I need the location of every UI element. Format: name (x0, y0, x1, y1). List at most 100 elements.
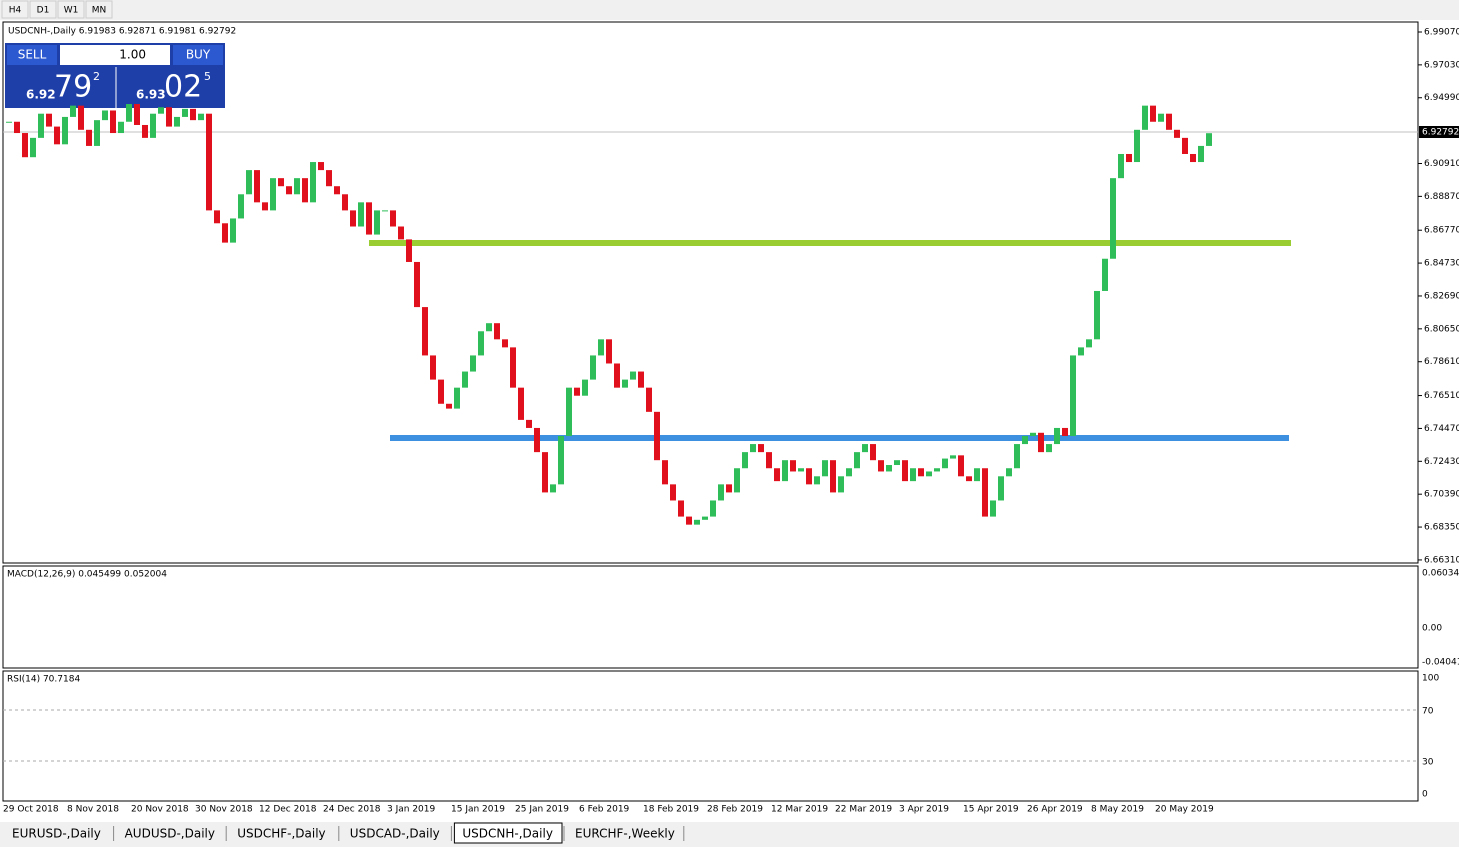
tab[interactable] (453, 822, 563, 844)
x-tick-label: 20 Nov 2018 (131, 805, 189, 815)
candle-body (486, 323, 492, 332)
timeframe-button[interactable] (57, 0, 85, 19)
candle-body (1182, 137, 1188, 154)
candle-body (550, 484, 556, 493)
candle-body (502, 339, 508, 348)
candle-body (598, 339, 604, 356)
candle-body (566, 387, 572, 437)
x-tick-label: 26 Apr 2019 (1027, 805, 1083, 815)
tab[interactable] (4, 823, 112, 843)
candle-body (1150, 105, 1156, 122)
candle-body (718, 484, 724, 501)
timeframe-label[interactable]: W1 (64, 6, 79, 16)
timeframe-label[interactable]: D1 (37, 6, 50, 16)
timeframe-label[interactable]: MN (92, 6, 107, 16)
chart-title: USDCNH-,Daily 6.91983 6.92871 6.91981 6.… (8, 27, 236, 37)
candle-body (30, 137, 36, 158)
candle-body (518, 387, 524, 420)
candle-body (814, 476, 820, 485)
candle-body (350, 210, 356, 227)
tab[interactable] (229, 823, 337, 843)
buy-button[interactable] (173, 45, 223, 65)
candle-body (1102, 258, 1108, 291)
candle-body (14, 121, 20, 134)
candle-body (1094, 290, 1100, 340)
candle-body (1014, 444, 1020, 469)
candle-body (838, 476, 844, 493)
tab[interactable] (341, 823, 450, 843)
x-tick-label: 18 Feb 2019 (643, 805, 699, 815)
toolbar (0, 0, 1459, 20)
tab-label[interactable]: USDCHF-,Daily (237, 827, 325, 841)
candle-body (1046, 444, 1052, 453)
candle-body (982, 468, 988, 517)
candle-body (46, 113, 52, 127)
tab-label[interactable]: USDCNH-,Daily (462, 827, 553, 841)
candle-body (710, 500, 716, 517)
candle-body (1078, 347, 1084, 356)
candle-body (1142, 105, 1148, 130)
y-tick-label: 6.76510 (1424, 391, 1459, 401)
timeframe-button[interactable] (29, 0, 57, 19)
bid-pips: 79 (54, 70, 92, 105)
x-tick-label: 20 May 2019 (1155, 805, 1214, 815)
candle-body (1190, 153, 1196, 163)
trade-panel: SELL 1.00 BUY 6.92 79 2 6.93 02 5 (5, 43, 225, 108)
candle-body (798, 468, 804, 472)
ask-fraction: 5 (204, 70, 211, 83)
candle-body (62, 116, 68, 145)
candle-body (318, 162, 324, 171)
tab-label[interactable]: EURCHF-,Weekly (575, 827, 675, 841)
candle-body (558, 436, 564, 485)
candle-body (574, 387, 580, 396)
candle-body (1022, 436, 1028, 445)
x-tick-label: 3 Jan 2019 (387, 805, 435, 815)
x-tick-label: 30 Nov 2018 (195, 805, 253, 815)
sell-button[interactable] (7, 45, 57, 65)
tab[interactable] (116, 823, 225, 843)
ask-pips: 02 (164, 70, 202, 105)
candle-body (374, 210, 380, 235)
candle-body (222, 223, 228, 243)
candle-body (582, 379, 588, 396)
macd-area (2, 565, 1419, 669)
buy-text[interactable]: BUY (186, 48, 211, 62)
candle-body (150, 113, 156, 138)
candle-body (294, 178, 300, 195)
y-tick-label: 6.74470 (1424, 424, 1459, 434)
tab[interactable] (567, 823, 682, 843)
lot-input[interactable] (60, 45, 170, 65)
candle-body (382, 210, 388, 212)
timeframe-button[interactable] (85, 0, 113, 19)
candle-body (638, 371, 644, 388)
tab-label[interactable]: AUDUSD-,Daily (125, 827, 215, 841)
candle-body (510, 347, 516, 388)
timeframe-button[interactable] (1, 0, 29, 19)
candle-body (846, 468, 852, 477)
candle-body (182, 108, 188, 117)
tab-label[interactable]: USDCAD-,Daily (350, 827, 440, 841)
candle-body (830, 460, 836, 493)
x-tick-label: 25 Jan 2019 (515, 805, 569, 815)
candle-body (886, 465, 892, 472)
candle-body (366, 202, 372, 235)
rsi-tick: 0 (1422, 790, 1428, 800)
candle-body (110, 110, 116, 134)
sell-text[interactable]: SELL (18, 48, 47, 62)
timeframe-label[interactable]: H4 (9, 6, 22, 16)
macd-zero: 0.00 (1422, 624, 1442, 634)
candle-body (238, 194, 244, 219)
x-tick-label: 29 Oct 2018 (3, 805, 59, 815)
candle-body (1038, 432, 1044, 453)
candle-body (670, 484, 676, 501)
tab-label[interactable]: EURUSD-,Daily (12, 827, 101, 841)
lot-value[interactable]: 1.00 (119, 48, 146, 62)
x-tick-label: 15 Apr 2019 (963, 805, 1019, 815)
x-tick-label: 6 Feb 2019 (579, 805, 630, 815)
candle-body (622, 379, 628, 388)
candle-body (870, 444, 876, 461)
candle-body (1062, 427, 1068, 437)
candle-body (878, 460, 884, 472)
candle-body (1086, 339, 1092, 348)
